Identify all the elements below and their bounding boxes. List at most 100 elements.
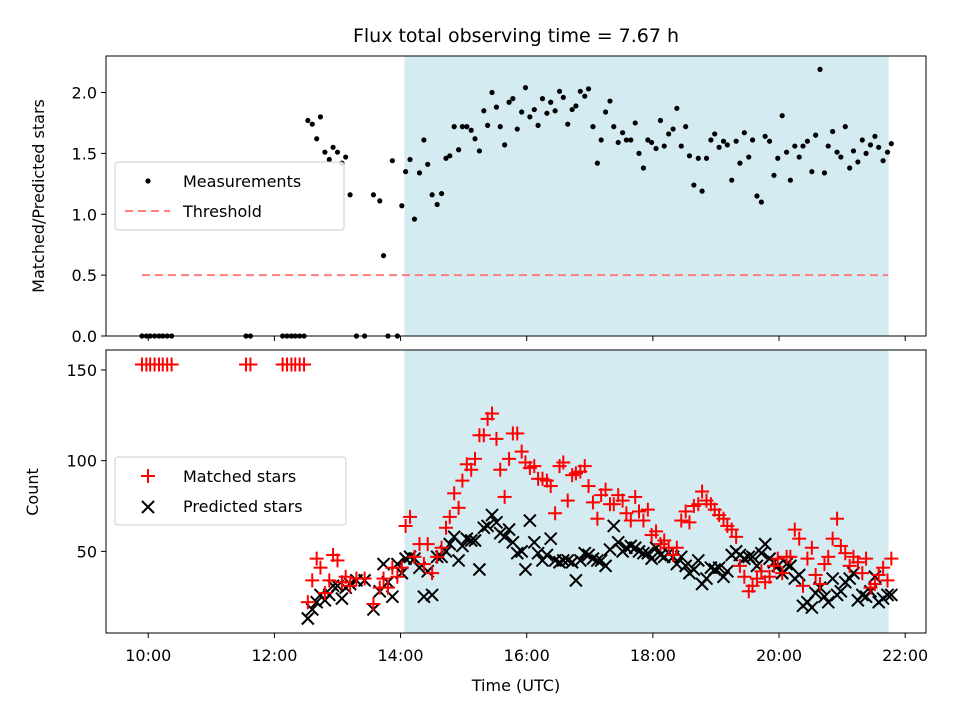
matched-star-point [880, 573, 895, 588]
measurement-point [539, 96, 546, 102]
matched-star-point [577, 459, 592, 474]
measurement-point [347, 192, 353, 198]
measurement-point [377, 198, 383, 204]
measurement-point [872, 133, 878, 139]
matched-star-point [489, 431, 504, 446]
measurement-point [683, 124, 689, 130]
predicted-star-point [687, 562, 701, 577]
measurement-point [754, 193, 760, 199]
measurement-point [855, 159, 861, 165]
matched-star-point [842, 558, 857, 573]
measurement-point [792, 143, 798, 149]
predicted-star-point [678, 559, 693, 573]
top-legend-box [114, 161, 345, 231]
y-tick-label: 1.0 [72, 205, 97, 224]
matched-star-point [343, 578, 358, 593]
matched-star-point [451, 500, 466, 515]
bottom-shaded-interval [404, 349, 889, 634]
predicted-star-point [455, 539, 470, 553]
predicted-star-point [653, 548, 668, 562]
matched-star-point [543, 479, 558, 494]
y-tick-label: 50 [77, 542, 97, 561]
measurement-point [527, 114, 533, 120]
measurement-point [691, 182, 697, 188]
matched-star-point [297, 357, 312, 372]
measurement-point [472, 136, 478, 142]
measurement-point [421, 137, 427, 143]
measurement-point [888, 141, 894, 147]
predicted-star-point [611, 535, 625, 550]
matched-star-point [821, 549, 836, 564]
measurement-point [741, 130, 747, 136]
matched-star-point [556, 455, 571, 470]
predicted-star-point [309, 595, 324, 609]
matched-star-point [434, 540, 449, 555]
measurement-point [548, 99, 554, 105]
measurement-point [493, 104, 500, 110]
y-tick-label: 1.5 [72, 144, 97, 163]
matched-star-point [598, 482, 613, 497]
matched-star-point [636, 513, 651, 528]
measurement-point [800, 143, 806, 149]
measurement-point [464, 124, 470, 130]
legend-matched-label: Matched stars [183, 467, 296, 486]
measurement-point [485, 122, 491, 128]
matched-star-point [606, 497, 621, 512]
predicted-star-point [485, 508, 499, 522]
measurement-point [661, 143, 667, 149]
predicted-star-point [514, 544, 529, 559]
measurement-point [334, 149, 341, 155]
measurement-point [670, 126, 676, 132]
predicted-star-point [624, 539, 638, 553]
measurement-point [813, 132, 819, 138]
matched-star-point [766, 558, 781, 573]
matched-star-point [305, 573, 320, 588]
matched-star-point [775, 566, 790, 581]
predicted-star-point [745, 550, 760, 564]
matched-star-point [366, 596, 381, 611]
x-tick-label: 22:00 [882, 646, 928, 665]
measurement-point [636, 150, 642, 156]
matched-star-point [438, 520, 453, 535]
x-tick-label: 10:00 [125, 646, 171, 665]
measurement-point [876, 144, 882, 150]
measurement-point [577, 88, 583, 94]
matched-star-point [455, 473, 470, 488]
measurement-point [771, 172, 777, 178]
predicted-star-point [754, 546, 769, 560]
predicted-star-point [758, 537, 772, 551]
matched-star-point [425, 566, 440, 581]
predicted-star-point [644, 551, 659, 566]
matched-star-point [560, 493, 575, 508]
matched-star-point [859, 551, 874, 566]
predicted-star-point [834, 584, 848, 598]
matched-star-point [808, 567, 823, 582]
measurement-point [620, 130, 626, 136]
matched-star-point [357, 571, 372, 586]
measurement-point [590, 124, 596, 130]
measurement-point [598, 137, 604, 143]
top-panel: 0.00.51.01.52.0 Matched/Predicted stars … [29, 55, 927, 346]
predicted-star-point [543, 531, 558, 546]
predicted-star-point [477, 521, 491, 535]
measurement-point [380, 253, 387, 259]
top-shaded-interval [404, 55, 889, 337]
measurement-point [657, 117, 664, 124]
matched-star-point [403, 509, 418, 524]
predicted-star-point [712, 560, 726, 575]
predicted-star-point [691, 553, 705, 568]
predicted-star-point [565, 555, 579, 569]
matched-star-point [666, 547, 681, 562]
bottom-x-ticks: 10:00 12:00 14:00 16:00 18:00 20:00 22:00 [125, 633, 928, 665]
bottom-predicted-points [301, 508, 899, 626]
measurement-point [565, 121, 571, 127]
measurement-point [560, 94, 566, 100]
matched-star-point [442, 509, 457, 524]
measurement-point [522, 85, 529, 91]
matched-star-point [164, 357, 179, 372]
y-tick-label: 100 [66, 452, 97, 471]
measurement-point [429, 192, 435, 198]
measurement-point [510, 96, 516, 102]
matched-star-point [830, 511, 845, 526]
measurement-point [489, 89, 495, 96]
